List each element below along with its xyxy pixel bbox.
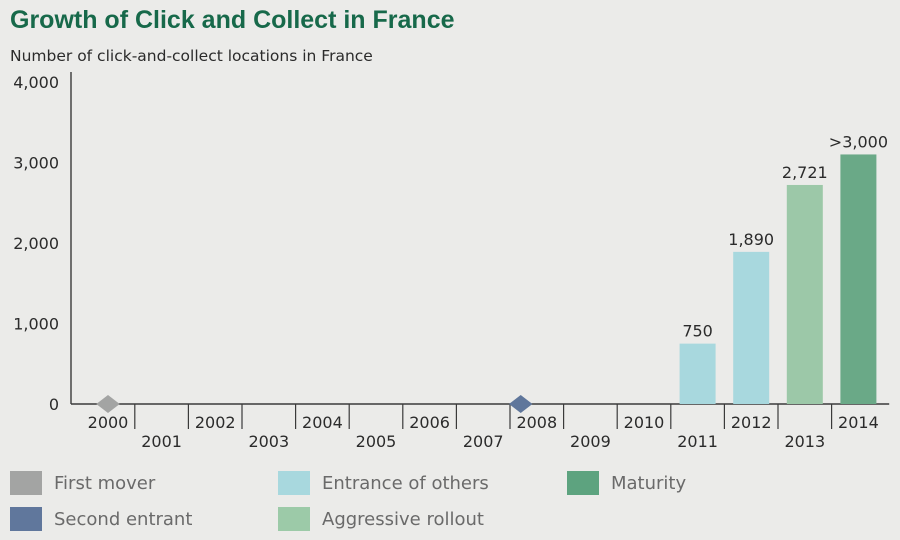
x-tick-label: 2014 [838, 413, 879, 432]
data-label-2012: 1,890 [728, 230, 774, 249]
legend-swatch-second-entrant [10, 507, 42, 531]
legend-item-second-entrant: Second entrant [10, 506, 192, 532]
x-tick-label: 2005 [356, 432, 397, 451]
bar-2012 [733, 251, 770, 404]
y-tick-label: 0 [49, 395, 59, 414]
x-tick-label: 2002 [195, 413, 236, 432]
x-tick-label: 2000 [88, 413, 129, 432]
chart-subtitle: Number of click-and-collect locations in… [10, 47, 373, 65]
x-tick-label: 2007 [463, 432, 504, 451]
legend-swatch-entrance-of-others [278, 471, 310, 495]
legend-swatch-maturity [567, 471, 599, 495]
legend-label-aggressive-rollout: Aggressive rollout [322, 508, 484, 530]
legend-label-second-entrant: Second entrant [54, 508, 193, 530]
y-tick-label: 1,000 [13, 315, 59, 334]
bar-2013 [786, 184, 823, 404]
y-tick-label: 4,000 [13, 73, 59, 92]
y-tick-label: 2,000 [13, 234, 59, 253]
x-tick-label: 2001 [141, 432, 182, 451]
y-tick-label: 3,000 [13, 154, 59, 173]
x-tick-label: 2004 [302, 413, 343, 432]
data-label-2011: 750 [682, 322, 713, 341]
bar-chart: 0 1,000 2,000 3,000 4,000 2000 2001 2002 2003 200… [13, 72, 890, 451]
x-tick-label: 2010 [624, 413, 665, 432]
bar-2011 [679, 343, 716, 404]
legend-swatch-aggressive-rollout [278, 507, 310, 531]
x-tick-label: 2011 [677, 432, 718, 451]
legend-swatch-first-mover [10, 471, 42, 495]
marker-second_entrant [509, 395, 533, 413]
x-tick-label: 2009 [570, 432, 611, 451]
x-tick-label: 2013 [784, 432, 825, 451]
x-tick-label: 2006 [409, 413, 450, 432]
x-tick-label: 2003 [248, 432, 289, 451]
bar-2014 [840, 154, 877, 404]
x-tick-label: 2008 [516, 413, 557, 432]
legend-item-entrance-of-others: Entrance of others [278, 470, 489, 496]
legend-item-aggressive-rollout: Aggressive rollout [278, 506, 484, 532]
legend-label-entrance-of-others: Entrance of others [322, 472, 489, 494]
data-label-2014: >3,000 [829, 132, 888, 151]
legend-label-first-mover: First mover [54, 472, 156, 494]
marker-first_mover [96, 395, 120, 413]
chart-title: Growth of Click and Collect in France [10, 6, 455, 34]
legend-item-maturity: Maturity [567, 470, 686, 496]
legend-item-first-mover: First mover [10, 470, 155, 496]
legend-label-maturity: Maturity [611, 472, 687, 494]
x-tick-label: 2012 [731, 413, 772, 432]
data-label-2013: 2,721 [782, 163, 828, 182]
